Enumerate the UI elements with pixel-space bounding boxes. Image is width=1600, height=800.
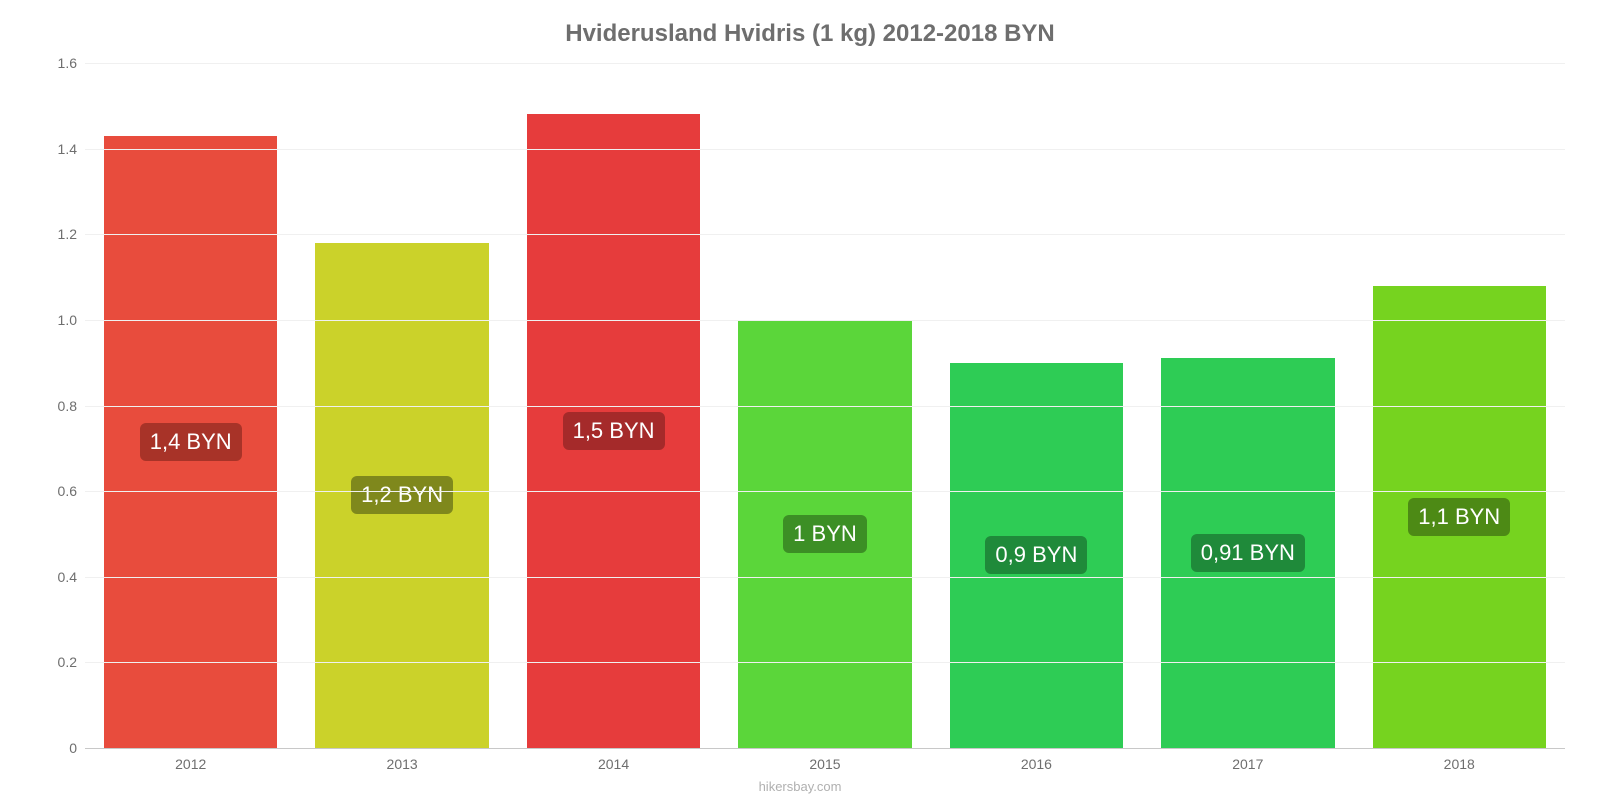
gridline (85, 63, 1565, 64)
baseline (85, 748, 1565, 749)
x-tick-label: 2013 (296, 756, 507, 772)
bar: 0,91 BYN (1161, 358, 1334, 748)
x-tick-label: 2015 (719, 756, 930, 772)
bar-value-label: 0,91 BYN (1191, 534, 1305, 572)
bar: 1,5 BYN (527, 114, 700, 748)
y-tick-label: 0 (69, 740, 77, 756)
bar-value-label: 1,4 BYN (140, 423, 242, 461)
plot-area: 1,4 BYN 1,2 BYN 1,5 BYN 1 BYN 0,9 BYN 0,91 BY… (85, 63, 1565, 748)
x-axis: 2012201320142015201620172018 (85, 756, 1565, 772)
gridline (85, 662, 1565, 663)
bar: 1 BYN (738, 320, 911, 748)
x-tick-label: 2014 (508, 756, 719, 772)
gridline (85, 320, 1565, 321)
y-tick-label: 1.0 (58, 312, 77, 328)
bar: 1,1 BYN (1373, 286, 1546, 748)
bar: 1,2 BYN (315, 243, 488, 748)
chart-title: Hviderusland Hvidris (1 kg) 2012-2018 BY… (50, 20, 1570, 48)
bar: 1,4 BYN (104, 136, 277, 748)
x-tick-label: 2018 (1354, 756, 1565, 772)
y-tick-label: 1.2 (58, 226, 77, 242)
x-tick-label: 2017 (1142, 756, 1353, 772)
y-tick-label: 0.6 (58, 483, 77, 499)
gridline (85, 491, 1565, 492)
x-tick-label: 2012 (85, 756, 296, 772)
y-tick-label: 0.4 (58, 569, 77, 585)
gridline (85, 149, 1565, 150)
attribution: hikersbay.com (759, 779, 842, 794)
x-tick-label: 2016 (931, 756, 1142, 772)
gridline (85, 406, 1565, 407)
gridline (85, 234, 1565, 235)
bar-value-label: 1,5 BYN (563, 412, 665, 450)
bar-value-label: 1,1 BYN (1408, 498, 1510, 536)
bar-value-label: 0,9 BYN (985, 536, 1087, 574)
y-tick-label: 0.8 (58, 398, 77, 414)
bar-value-label: 1,2 BYN (351, 476, 453, 514)
y-tick-label: 0.2 (58, 654, 77, 670)
bar-value-label: 1 BYN (783, 515, 867, 553)
bar-chart: Hviderusland Hvidris (1 kg) 2012-2018 BY… (50, 20, 1570, 780)
bar: 0,9 BYN (950, 363, 1123, 748)
y-tick-label: 1.6 (58, 55, 77, 71)
gridline (85, 577, 1565, 578)
y-tick-label: 1.4 (58, 141, 77, 157)
